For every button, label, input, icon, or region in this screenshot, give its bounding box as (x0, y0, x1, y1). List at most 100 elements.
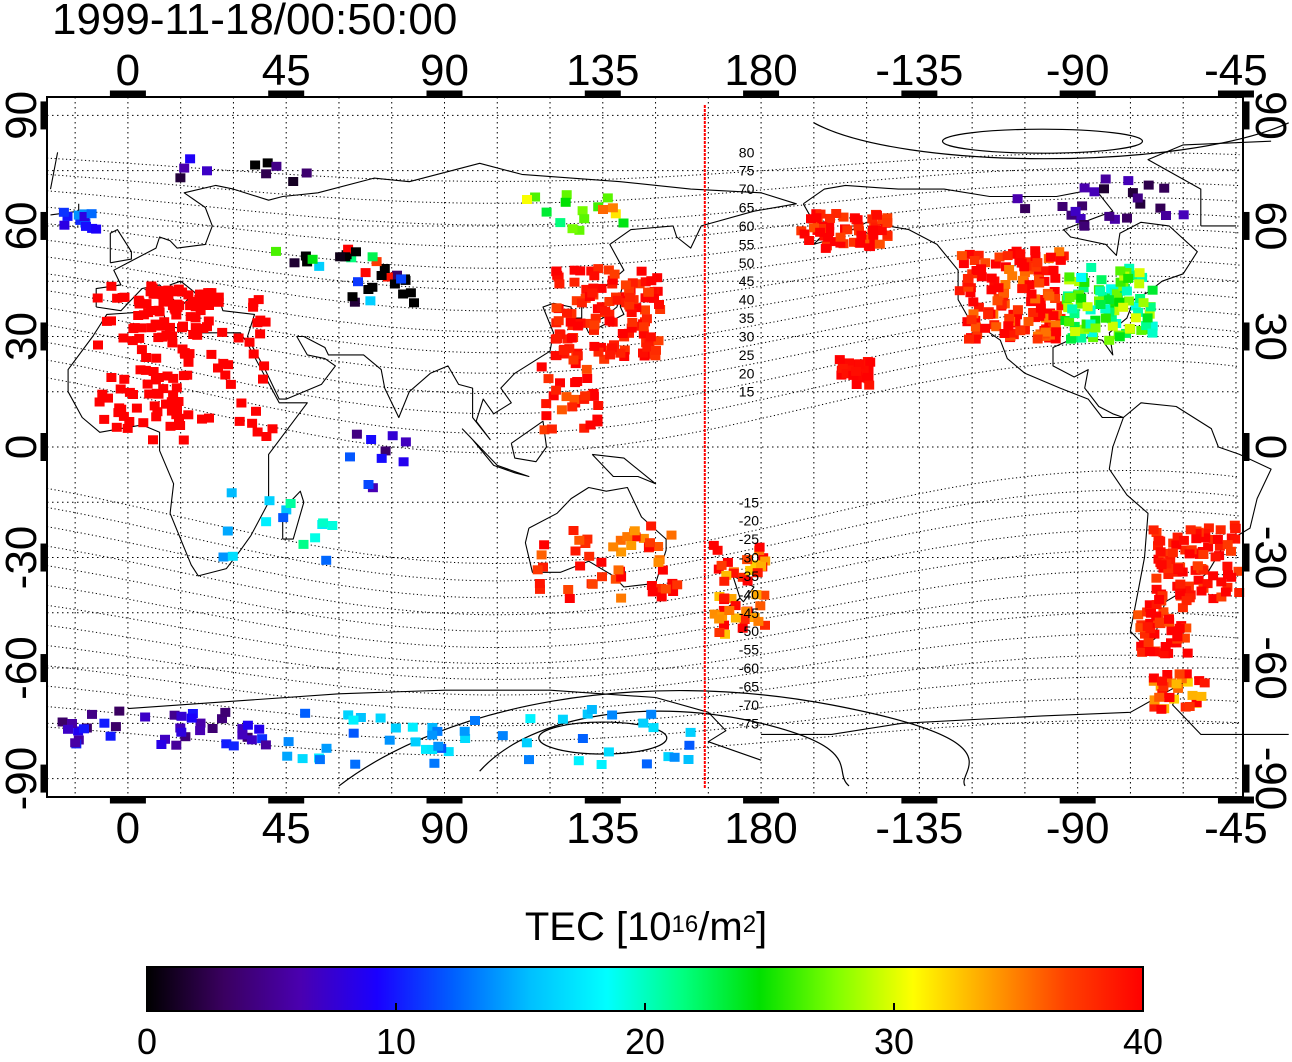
tec-point (565, 594, 575, 603)
tec-point (173, 300, 183, 309)
tec-point (535, 579, 545, 588)
tec-point (589, 271, 599, 280)
tec-point (1096, 300, 1106, 309)
tec-point (1165, 693, 1175, 702)
tec-point (106, 373, 116, 382)
tec-point (167, 397, 177, 406)
tec-point (574, 536, 584, 545)
tec-point (571, 547, 581, 556)
tec-point (148, 435, 158, 444)
tec-point (87, 710, 97, 719)
tec-point (1168, 548, 1178, 557)
tec-point (206, 350, 216, 359)
tec-point (559, 346, 569, 355)
tec-point (367, 283, 377, 292)
tec-point (1198, 550, 1208, 559)
tec-point (385, 736, 395, 745)
tec-point (195, 726, 205, 735)
tec-point (119, 412, 129, 421)
tec-point (864, 381, 874, 390)
tec-point (1143, 313, 1153, 322)
tec-point (137, 345, 147, 354)
tec-point (533, 565, 543, 574)
tec-point (228, 552, 238, 561)
tec-point (406, 288, 416, 297)
tec-point (661, 585, 671, 594)
lon-tick-label-top: 135 (566, 46, 639, 95)
tec-point (1131, 313, 1141, 322)
tec-point (804, 236, 814, 245)
tec-point (146, 323, 156, 332)
tec-point (179, 164, 189, 173)
tec-point (284, 737, 294, 746)
tec-point (159, 317, 169, 326)
tec-point (300, 709, 310, 718)
tec-point (1050, 274, 1060, 283)
tec-point (557, 405, 567, 414)
tec-point (70, 738, 80, 747)
tec-point (302, 169, 312, 178)
tec-point (179, 436, 189, 445)
tec-point (1000, 329, 1010, 338)
lat-tick-label-right: 90 (1246, 91, 1292, 140)
tec-point (646, 332, 656, 341)
tec-point (368, 252, 378, 261)
tec-point (1108, 322, 1118, 331)
tec-point (625, 293, 635, 302)
tec-point (1086, 263, 1096, 272)
tec-point (1179, 210, 1189, 219)
tec-point (654, 300, 664, 309)
tec-point (218, 359, 228, 368)
tec-point (554, 279, 564, 288)
tec-point (605, 350, 615, 359)
tec-point (1143, 622, 1153, 631)
tec-point (321, 556, 331, 565)
tec-point (258, 375, 268, 384)
tec-point (719, 577, 729, 586)
tec-point (128, 324, 138, 333)
tec-point (684, 755, 694, 764)
tec-point (1133, 610, 1143, 619)
tec-point (202, 166, 212, 175)
lat-tick-label-right: -30 (1246, 526, 1292, 590)
tec-point (582, 365, 592, 374)
tec-point (1133, 194, 1143, 203)
tec-point (81, 222, 91, 231)
contour-label: -45 (739, 605, 759, 621)
tec-point (856, 231, 866, 240)
tec-point (646, 710, 656, 719)
tec-point (315, 755, 325, 764)
tec-point (388, 431, 398, 440)
tec-point (836, 233, 846, 242)
contour-label: 50 (739, 255, 755, 271)
tec-point (288, 177, 298, 186)
tec-point (174, 285, 184, 294)
tec-point (646, 276, 656, 285)
tec-point (377, 271, 387, 280)
tec-point (1003, 321, 1013, 330)
tec-point (579, 214, 589, 223)
tec-point (235, 417, 245, 426)
colorbar-tick-label: 20 (625, 1021, 665, 1057)
tec-point (642, 314, 652, 323)
tec-point (255, 329, 265, 338)
tec-point (93, 341, 103, 350)
lon-tick-label-bottom: 45 (262, 804, 311, 853)
tec-point (1097, 275, 1107, 284)
tec-point (596, 558, 606, 567)
tec-point (118, 293, 128, 302)
lat-tick-label-right: 30 (1246, 312, 1292, 361)
tec-point (119, 334, 129, 343)
tec-point (150, 401, 160, 410)
tec-point (1036, 304, 1046, 313)
tec-point (541, 411, 551, 420)
tec-point (554, 316, 564, 325)
tec-point (621, 280, 631, 289)
tec-point (498, 731, 508, 740)
tec-point (1191, 534, 1201, 543)
tec-point (433, 742, 443, 751)
contour-label: -15 (739, 494, 759, 510)
tec-point (976, 264, 986, 273)
tec-point (658, 566, 668, 575)
tec-point (572, 377, 582, 386)
